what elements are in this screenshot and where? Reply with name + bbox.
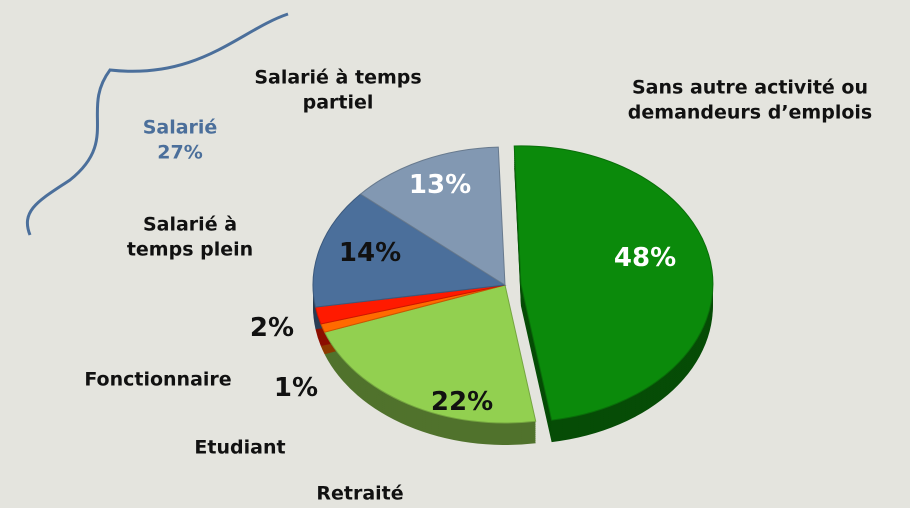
brace bbox=[25, 12, 289, 236]
value-label: 48% bbox=[613, 243, 677, 273]
slice bbox=[323, 284, 537, 424]
slice bbox=[312, 193, 507, 308]
category-label: Salarié à temps partiel bbox=[254, 66, 422, 113]
annotation-label: Salarié bbox=[142, 116, 218, 139]
category-label: Salarié à temps plein bbox=[126, 213, 254, 260]
value-label: 13% bbox=[408, 170, 472, 200]
annotation-value: 27% bbox=[157, 141, 203, 163]
slice bbox=[359, 146, 506, 286]
category-label: Etudiant bbox=[194, 436, 286, 459]
slice bbox=[513, 145, 714, 421]
value-label: 14% bbox=[338, 238, 402, 268]
category-label: Retraité bbox=[316, 482, 404, 505]
value-label: 22% bbox=[430, 387, 494, 417]
category-label: Sans autre activité ou demandeurs d’empl… bbox=[627, 76, 873, 123]
value-label: 1% bbox=[273, 373, 319, 403]
value-label: 2% bbox=[249, 313, 295, 343]
category-label: Fonctionnaire bbox=[84, 368, 232, 391]
annotation: Salarié 27% bbox=[143, 115, 218, 164]
